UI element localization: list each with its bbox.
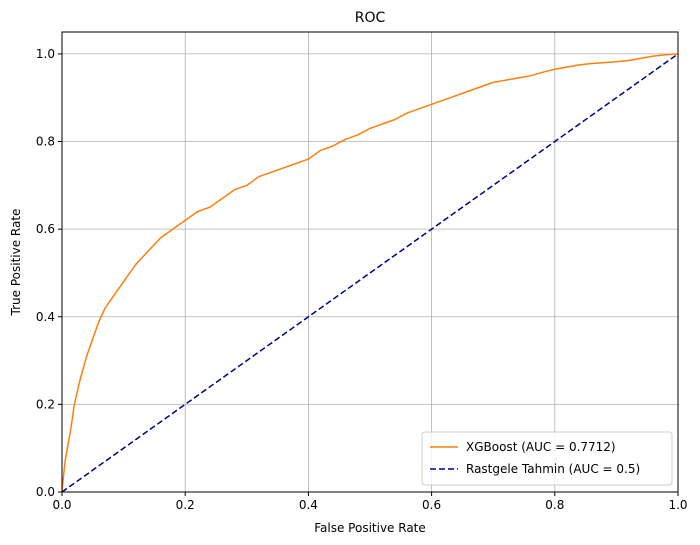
- series-line-0: [61, 53, 679, 493]
- x-tick-label-4: 0.8: [545, 498, 564, 512]
- y-tick-label-1: 0.2: [36, 397, 55, 411]
- chart-title: ROC: [355, 10, 386, 26]
- legend-box: [421, 431, 673, 486]
- y-axis-ticks: 0.0 0.2 0.4 0.6 0.8 1.0: [36, 47, 62, 499]
- plot-frame: [61, 31, 679, 493]
- y-tick-label-0: 0.0: [36, 485, 55, 499]
- legend: XGBoost (AUC = 0.7712) Rastgele Tahmin (…: [421, 431, 673, 486]
- y-tick-label-5: 1.0: [36, 47, 55, 61]
- legend-label-xgboost: XGBoost (AUC = 0.7712): [466, 440, 616, 454]
- x-tick-label-3: 0.6: [422, 498, 441, 512]
- y-tick-label-3: 0.6: [36, 222, 55, 236]
- grid-lines: [61, 32, 679, 493]
- x-tick-label-1: 0.2: [176, 498, 195, 512]
- legend-label-random: Rastgele Tahmin (AUC = 0.5): [466, 462, 640, 476]
- y-tick-label-2: 0.4: [36, 310, 55, 324]
- x-tick-label-2: 0.4: [299, 498, 318, 512]
- y-axis-label: True Positive Rate: [9, 209, 23, 317]
- y-tick-label-4: 0.8: [36, 135, 55, 149]
- x-tick-label-5: 1.0: [668, 498, 687, 512]
- x-tick-label-0: 0.0: [52, 498, 71, 512]
- x-axis-ticks: 0.0 0.2 0.4 0.6 0.8 1.0: [52, 492, 688, 512]
- series-group: [61, 53, 679, 493]
- x-axis-label: False Positive Rate: [314, 521, 426, 535]
